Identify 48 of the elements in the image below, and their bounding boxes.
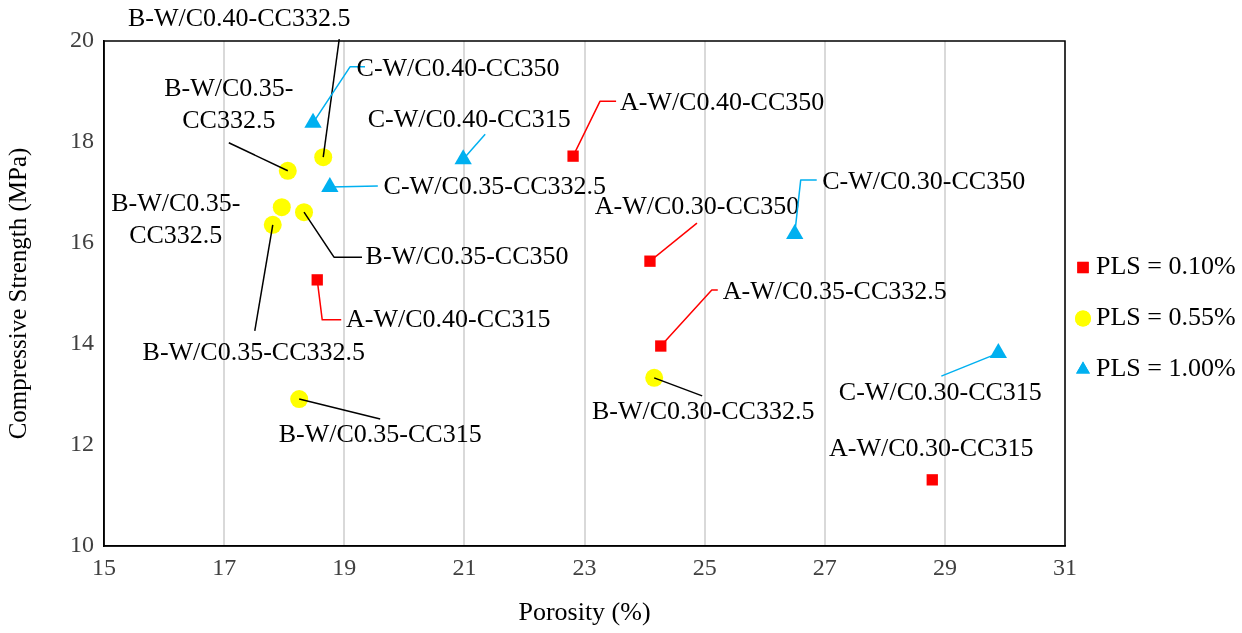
y-axis-title: Compressive Strength (MPa) [3,147,32,440]
x-tick-label: 31 [1053,553,1077,580]
x-tick-label: 21 [452,553,477,580]
y-tick-label: 14 [70,329,94,356]
annotation: B-W/C0.35-CC332.5 [142,336,365,366]
y-tick-label: 16 [70,228,94,255]
point [311,274,323,286]
annotation: B-W/C0.35-CC350 [365,241,569,271]
point [272,198,291,217]
point [290,390,309,409]
x-tick-label: 19 [332,553,357,580]
annotation: C-W/C0.30-CC315 [838,376,1042,406]
x-tick-label: 23 [572,553,597,580]
y-tick-label: 12 [70,430,94,457]
x-tick-label: 25 [692,553,717,580]
annotation: C-W/C0.40-CC350 [356,52,560,82]
legend-label: PLS = 0.10% [1096,251,1236,281]
point [314,148,333,167]
annotation: A-W/C0.40-CC350 [619,86,825,116]
annotation: B-W/C0.35-CC332.5 [164,72,294,134]
annotation: C-W/C0.30-CC350 [822,165,1026,195]
point [655,340,667,352]
legend-label: PLS = 0.55% [1096,302,1236,332]
annotation: A-W/C0.40-CC315 [346,303,551,333]
point [454,149,472,165]
point [263,215,282,234]
legend-label: PLS = 1.00% [1096,353,1236,383]
annotation: A-W/C0.30-CC315 [829,432,1034,462]
point [926,474,938,486]
annotation: B-W/C0.35-CC332.5 [111,187,241,249]
y-tick-label: 20 [70,26,94,53]
point [567,150,579,162]
point [644,255,656,267]
annotation: B-W/C0.30-CC332.5 [591,395,815,425]
x-axis-title: Porosity (%) [518,597,651,627]
annotation: A-W/C0.35-CC332.5 [722,275,947,305]
y-tick-label: 10 [70,531,94,558]
x-tick-label: 17 [212,553,237,580]
point [645,368,664,387]
point [295,203,314,222]
y-tick-label: 18 [70,127,94,154]
point [278,161,297,180]
x-tick-label: 27 [812,553,837,580]
x-tick-label: 29 [932,553,957,580]
x-tick-label: 15 [92,553,116,580]
annotation: B-W/C0.40-CC332.5 [128,2,351,32]
annotation: C-W/C0.40-CC315 [367,104,571,133]
annotation: B-W/C0.35-CC315 [278,418,482,448]
